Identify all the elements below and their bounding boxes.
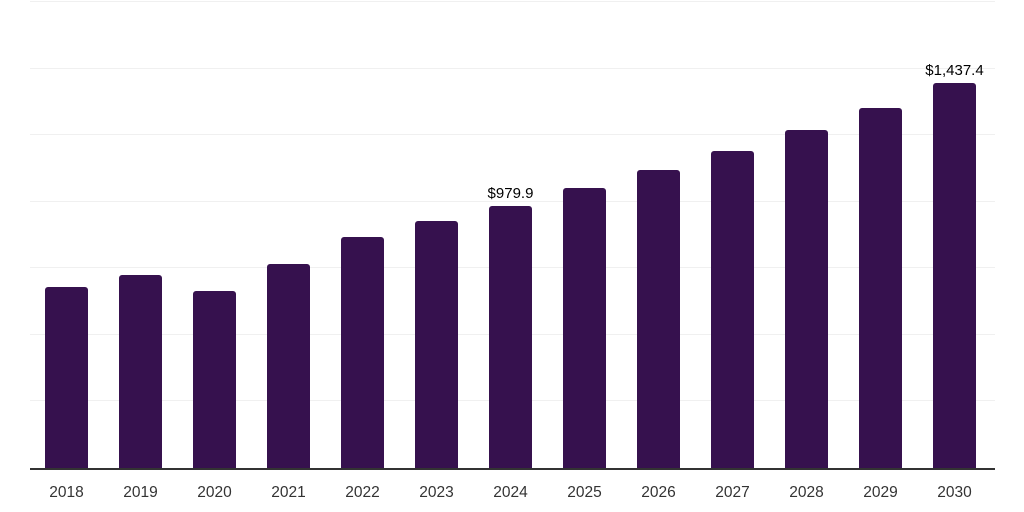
- gridline: [30, 1, 995, 2]
- bar-2020: [193, 291, 236, 468]
- bar-2030: [933, 83, 976, 468]
- bar-2021: [267, 263, 310, 468]
- bar-2019: [119, 274, 162, 468]
- x-tick-2023: 2023: [419, 484, 454, 501]
- bar-2029: [859, 107, 902, 468]
- x-tick-2022: 2022: [345, 484, 380, 501]
- x-tick-2030: 2030: [937, 484, 972, 501]
- bar-value-label-2024: $979.9: [487, 184, 534, 202]
- bar-2028: [785, 130, 828, 468]
- plot-area: $979.9 $1,437.4: [30, 1, 995, 470]
- x-axis-line: [30, 468, 995, 470]
- bar-2023: [415, 221, 458, 468]
- bar-2026: [637, 170, 680, 468]
- gridline: [30, 134, 995, 136]
- x-tick-2021: 2021: [271, 484, 306, 501]
- bar-2025: [563, 188, 606, 468]
- x-tick-2026: 2026: [641, 484, 676, 501]
- bar-value-label-2030: $1,437.4: [925, 62, 984, 80]
- bar-2024: [489, 205, 532, 468]
- bar-2018: [45, 287, 88, 468]
- gridline: [30, 67, 995, 69]
- x-tick-2029: 2029: [863, 484, 898, 501]
- x-tick-2025: 2025: [567, 484, 602, 501]
- x-tick-2020: 2020: [197, 484, 232, 501]
- x-tick-2018: 2018: [49, 484, 84, 501]
- x-tick-2028: 2028: [789, 484, 824, 501]
- x-tick-2027: 2027: [715, 484, 750, 501]
- x-tick-2024: 2024: [493, 484, 528, 501]
- x-tick-2019: 2019: [123, 484, 158, 501]
- bar-2022: [341, 237, 384, 468]
- bar-2027: [711, 151, 754, 468]
- gridline: [30, 200, 995, 202]
